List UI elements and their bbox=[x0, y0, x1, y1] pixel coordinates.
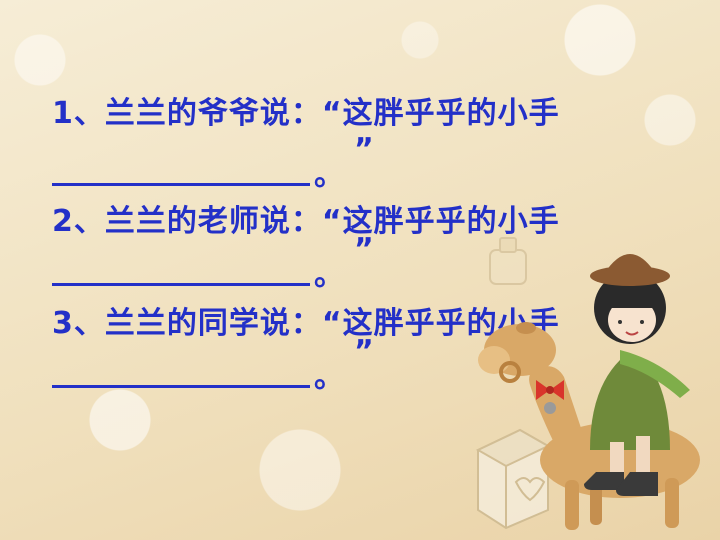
question-1-close-quote: ” bbox=[354, 132, 374, 167]
milk-carton-icon bbox=[475, 428, 551, 530]
answer-blank-1 bbox=[52, 183, 310, 186]
question-2-period: 。 bbox=[314, 258, 344, 293]
question-3-prompt: 3、兰兰的同学说：“这胖乎乎的小手 bbox=[52, 306, 560, 341]
question-1-prompt: 1、兰兰的爷爷说：“这胖乎乎的小手 bbox=[52, 96, 560, 131]
question-3-close-quote: ” bbox=[354, 334, 374, 369]
question-2-prompt: 2、兰兰的老师说：“这胖乎乎的小手 bbox=[52, 204, 560, 239]
answer-blank-2 bbox=[52, 283, 310, 286]
question-2-close-quote: ” bbox=[354, 232, 374, 267]
question-1-period: 。 bbox=[314, 158, 344, 193]
answer-blank-3 bbox=[52, 385, 310, 388]
girl-icon bbox=[584, 254, 690, 496]
question-3-period: 。 bbox=[314, 360, 344, 395]
perfume-bottle-icon bbox=[489, 237, 527, 285]
girl-riding-deer-illustration bbox=[475, 237, 700, 530]
